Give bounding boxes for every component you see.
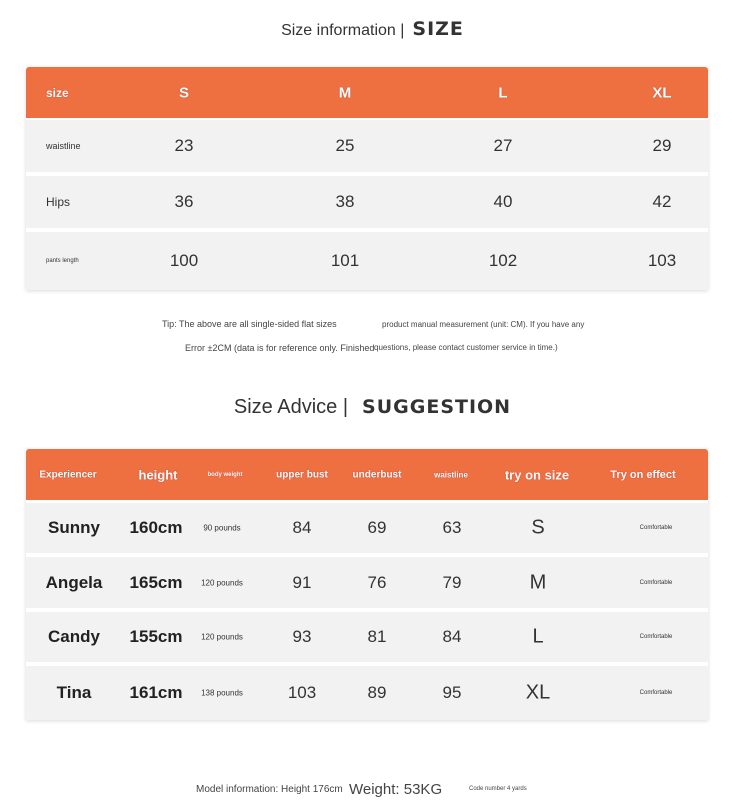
value-cell: 101 <box>330 251 360 270</box>
header-cell: Try on effect <box>610 468 676 481</box>
tip-4: questions, please contact customer servi… <box>374 343 558 352</box>
value-cell: 120 pounds <box>201 632 243 642</box>
value-cell: 25 <box>335 136 355 155</box>
value-cell: 81 <box>367 627 387 646</box>
header-cell: M <box>338 84 352 101</box>
value-cell: 38 <box>335 192 355 211</box>
value-cell: 160cm <box>129 518 183 537</box>
row-label: waistline <box>46 141 81 151</box>
value-cell: 40 <box>493 192 513 211</box>
value-cell: 90 pounds <box>203 523 241 533</box>
value-cell: 42 <box>652 192 672 211</box>
title-bold: SUGGESTION <box>362 396 512 418</box>
value-cell: 36 <box>174 192 194 211</box>
header-cell: try on size <box>504 467 570 482</box>
value-cell: 95 <box>442 683 462 702</box>
table-row: Hips 36 38 40 42 <box>26 176 708 228</box>
value-cell: 161cm <box>129 683 183 702</box>
header-cell: Experiencer <box>39 469 97 480</box>
row-label: pants length <box>46 258 79 264</box>
table-header: Experiencer height body weight upper bust un… <box>26 449 708 500</box>
value-cell: 29 <box>652 136 672 155</box>
value-cell: 76 <box>367 572 387 592</box>
size-table: size S M L XL waistline 23 25 27 29 Hips 36 38 40 42 pa… <box>26 67 708 290</box>
value-cell: Comfortable <box>639 525 673 531</box>
value-cell: 103 <box>647 251 677 270</box>
value-cell: 103 <box>287 683 317 702</box>
value-cell: 84 <box>292 518 312 537</box>
header-cell: height <box>138 467 178 482</box>
tip-1: Tip: The above are all single-sided flat… <box>162 319 337 329</box>
header-cell: body weight <box>207 471 243 478</box>
value-cell: 155cm <box>129 627 183 646</box>
value-cell: Sunny <box>48 518 100 537</box>
size-section-title: Size information | SIZE <box>0 18 745 40</box>
advice-section-title: Size Advice | SUGGESTION <box>0 396 745 419</box>
value-cell: 100 <box>169 251 199 270</box>
tip-2: product manual measurement (unit: CM). I… <box>382 320 585 329</box>
code-number: Code number 4 yards <box>469 786 527 792</box>
value-cell: Tina <box>56 683 92 702</box>
value-cell: L <box>532 625 544 648</box>
advice-table: Experiencer height body weight upper bust un… <box>26 449 708 720</box>
table-row: waistline 23 25 27 29 <box>26 120 708 172</box>
table-row: pants length 100 101 102 103 <box>26 232 708 290</box>
header-cell: L <box>498 84 508 101</box>
value-cell: 23 <box>174 136 194 155</box>
value-cell: Candy <box>48 627 100 646</box>
value-cell: M <box>529 571 547 593</box>
value-cell: 91 <box>292 572 312 592</box>
header-cell: underbust <box>352 469 402 480</box>
value-cell: 165cm <box>129 572 183 592</box>
tip-3: Error ±2CM (data is for reference only. … <box>185 343 375 353</box>
table-row: Tina 161cm 138 pounds 103 89 95 XL Comfortable <box>26 666 708 720</box>
value-cell: 27 <box>493 136 513 155</box>
header-cell: waistline <box>434 470 468 479</box>
value-cell: Comfortable <box>639 579 673 586</box>
header-cell: S <box>178 84 190 101</box>
value-cell: Comfortable <box>639 634 673 640</box>
table-row: Sunny 160cm 90 pounds 84 69 63 S Comfortable <box>26 503 708 553</box>
value-cell: S <box>531 516 545 539</box>
value-cell: Comfortable <box>639 690 673 696</box>
value-cell: 138 pounds <box>201 688 243 698</box>
table-header: size S M L XL <box>26 67 708 118</box>
header-cell: upper bust <box>276 469 328 480</box>
value-cell: 102 <box>488 251 518 270</box>
model-info: Model information: Height 176cm <box>196 784 343 795</box>
value-cell: 93 <box>292 627 312 646</box>
value-cell: 69 <box>367 518 387 537</box>
title-bold: SIZE <box>412 18 464 40</box>
table-row: Candy 155cm 120 pounds 93 81 84 L Comfortable <box>26 612 708 662</box>
value-cell: 79 <box>442 572 462 592</box>
value-cell: XL <box>525 681 551 704</box>
value-cell: Angela <box>45 572 103 592</box>
model-weight: Weight: 53KG <box>349 781 443 798</box>
value-cell: 84 <box>442 627 462 646</box>
value-cell: 89 <box>367 683 387 702</box>
table-row: Angela 165cm 120 pounds 91 76 79 M Comfortable <box>26 557 708 608</box>
value-cell: 63 <box>442 518 462 537</box>
value-cell: 120 pounds <box>201 578 243 587</box>
header-cell: size <box>46 85 69 100</box>
title-text: Size information | <box>281 22 405 39</box>
title-text: Size Advice | <box>233 396 349 418</box>
row-label: Hips <box>46 195 71 209</box>
header-cell: XL <box>652 84 672 101</box>
